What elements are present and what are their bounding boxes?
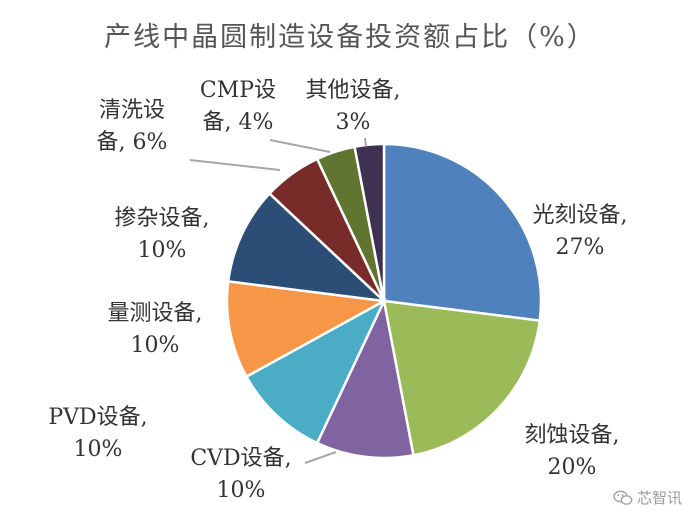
leader-line (269, 139, 331, 153)
data-label: 其他设备, 3% (306, 78, 401, 135)
pie-slice (225, 279, 388, 379)
data-label-line: 掺杂设备, (115, 206, 210, 231)
data-label-line: 量测设备, (108, 301, 203, 326)
pie-slice (226, 191, 388, 303)
chart-title: 产线中晶圆制造设备投资额占比（%） (104, 22, 596, 53)
pie-slice (315, 296, 415, 460)
data-label-line: 刻蚀设备, (525, 423, 620, 448)
pie-slice (244, 298, 387, 445)
data-label-line: 备, 6% (97, 130, 168, 155)
data-label-line: 光刻设备, (533, 203, 628, 228)
data-labels: 光刻设备, 27% 刻蚀设备, 20% CVD设备, 10% PVD设备, 10% 量测设备, 1… (48, 78, 627, 503)
data-label-line: 10% (138, 238, 187, 263)
leader-line (304, 451, 337, 464)
data-label-line: CVD设备, (190, 446, 291, 471)
data-label-line: 备, 4% (203, 110, 274, 135)
leader-lines (189, 137, 367, 464)
pie-slice (353, 142, 386, 302)
data-label: PVD设备, 10% (48, 405, 147, 462)
pie-slices (225, 142, 543, 460)
data-label: 掺杂设备, 10% (115, 206, 210, 263)
data-label-line: 其他设备, (306, 78, 401, 103)
pie-slice (382, 299, 542, 457)
pie-slice (382, 142, 543, 323)
data-label: 刻蚀设备, 20% (525, 423, 620, 480)
data-label: CVD设备, 10% (190, 446, 291, 503)
data-label-line: 27% (556, 235, 605, 260)
data-label-line: 清洗设 (99, 98, 165, 123)
data-label: 量测设备, 10% (108, 301, 203, 358)
leader-line (189, 159, 281, 171)
data-label: 光刻设备, 27% (533, 203, 628, 260)
data-label-line: 3% (336, 110, 371, 135)
watermark: 芯智讯 (613, 487, 682, 508)
data-label-line: 20% (548, 455, 597, 480)
data-label-line: PVD设备, (48, 405, 147, 430)
data-label: CMP设备, 4% (200, 78, 276, 135)
data-label-line: CMP设 (200, 78, 276, 103)
watermark-text: 芯智讯 (636, 489, 682, 507)
wechat-icon (613, 490, 633, 505)
leader-line (364, 137, 367, 147)
data-label-line: 10% (74, 437, 123, 462)
data-label-line: 10% (131, 333, 180, 358)
data-label: 清洗设备, 6% (97, 98, 168, 155)
data-label-line: 10% (217, 478, 266, 503)
